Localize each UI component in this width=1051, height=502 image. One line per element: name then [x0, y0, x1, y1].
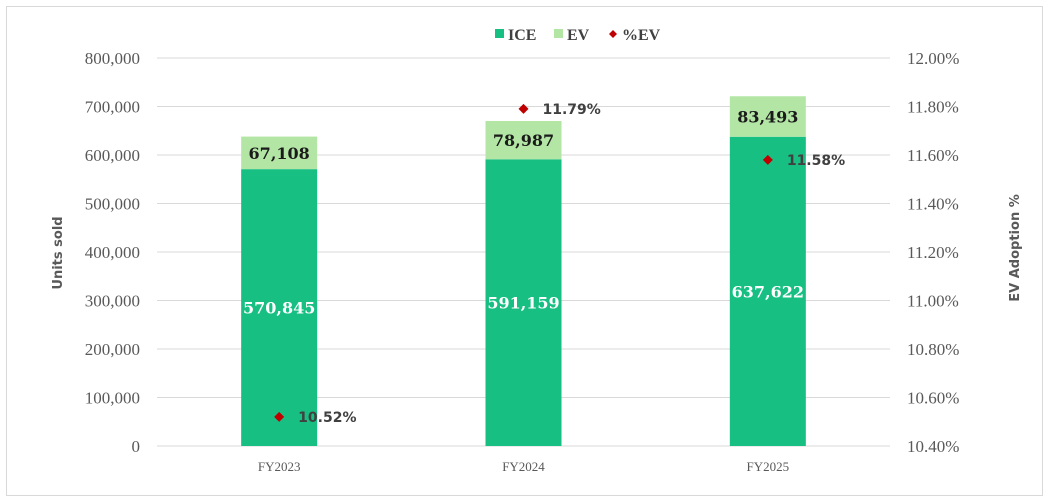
y-tick-label: 700,000: [85, 98, 140, 117]
bar-ev: [241, 136, 318, 170]
y-tick-label: 500,000: [85, 195, 140, 214]
legend-label: %EV: [622, 27, 661, 44]
y2-tick-label: 11.80%: [907, 98, 959, 117]
pct-ev-marker: [274, 411, 285, 422]
bar-ev: [729, 96, 806, 137]
y2-tick-label: 10.80%: [907, 340, 959, 359]
y-tick-label: 600,000: [85, 146, 140, 165]
y2-tick-label: 10.60%: [907, 389, 959, 408]
data-labels: 570,845 67,108 10.52% 591,159 78,987 11.79% 63…: [243, 102, 845, 426]
y2-tick-label: 11.60%: [907, 146, 959, 165]
bar-ice: [241, 169, 318, 446]
x-category-label: FY2023: [258, 459, 301, 474]
y2-tick-label: 11.20%: [907, 243, 959, 262]
legend-swatch-ice: [495, 29, 504, 38]
y-tick-label: 800,000: [85, 49, 140, 68]
x-category-label: FY2024: [502, 459, 545, 474]
legend-swatch-ev: [554, 29, 563, 38]
y-tick-label: 300,000: [85, 292, 140, 311]
percent-markers: [274, 103, 773, 422]
y2-tick-label: 11.40%: [907, 195, 959, 214]
ice-value-label: 637,622: [732, 282, 804, 301]
legend-label: EV: [567, 27, 590, 44]
y2-tick-label: 11.00%: [907, 292, 959, 311]
legend: ICE EV %EV: [495, 27, 661, 44]
pct-ev-marker: [518, 103, 529, 114]
ev-value-label: 67,108: [249, 144, 310, 163]
ice-value-label: 570,845: [243, 299, 315, 318]
right-axis-ticks: 10.40% 10.60% 10.80% 11.00% 11.20% 11.40% 11.6…: [907, 49, 959, 456]
pct-ev-label: 11.58%: [787, 153, 845, 169]
bar-ice: [485, 159, 562, 446]
y2-tick-label: 12.00%: [907, 49, 959, 68]
bars: [241, 96, 806, 446]
legend-label: ICE: [508, 27, 536, 44]
y2-axis-title: EV Adoption %: [1008, 194, 1023, 301]
left-axis-ticks: 0 100,000 200,000 300,000 400,000 500,000 600,…: [85, 49, 140, 456]
y-tick-label: 400,000: [85, 243, 140, 262]
legend-swatch-pct-ev: [609, 30, 617, 38]
y2-tick-label: 10.40%: [907, 437, 959, 456]
ice-value-label: 591,159: [487, 294, 559, 313]
x-category-label: FY2025: [747, 459, 790, 474]
bar-ice: [729, 136, 806, 446]
pct-ev-marker: [762, 154, 773, 165]
y-tick-label: 200,000: [85, 340, 140, 359]
ev-value-label: 78,987: [493, 131, 554, 150]
y-axis-title: Units sold: [51, 216, 66, 289]
y-tick-label: 0: [132, 437, 141, 456]
pct-ev-label: 11.79%: [543, 102, 601, 118]
pct-ev-label: 10.52%: [298, 410, 356, 426]
y-tick-label: 100,000: [85, 389, 140, 408]
category-labels: FY2023 FY2024 FY2025: [258, 459, 789, 474]
ev-value-label: 83,493: [737, 108, 798, 127]
bar-ev: [485, 120, 562, 160]
